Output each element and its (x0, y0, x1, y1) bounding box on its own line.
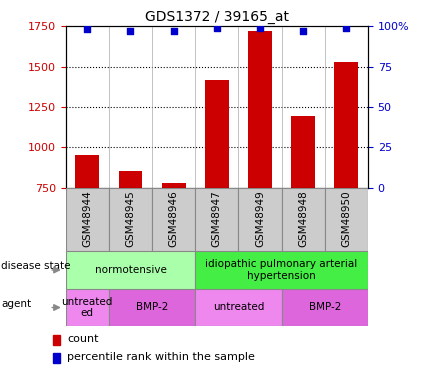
Text: GSM48949: GSM48949 (255, 190, 265, 248)
Text: GSM48945: GSM48945 (125, 190, 135, 248)
Text: BMP-2: BMP-2 (308, 303, 341, 312)
Point (127, 28, 134, 34)
Bar (195, 188, 238, 251)
Bar (325, 188, 368, 251)
Point (84, 27, 91, 33)
Point (343, 25, 350, 31)
Text: count: count (67, 334, 99, 344)
Text: untreated
ed: untreated ed (62, 297, 113, 318)
Bar (66, 188, 109, 251)
Point (257, 25, 264, 31)
Text: idiopathic pulmonary arterial
hypertension: idiopathic pulmonary arterial hypertensi… (205, 259, 358, 281)
Bar (53, 335, 60, 345)
Bar (162, 183, 186, 188)
Bar (119, 171, 142, 188)
Title: GDS1372 / 39165_at: GDS1372 / 39165_at (145, 10, 289, 24)
Bar (109, 188, 152, 251)
Text: GSM48948: GSM48948 (298, 190, 308, 248)
Text: agent: agent (1, 299, 32, 309)
Text: BMP-2: BMP-2 (136, 303, 168, 312)
Text: normotensive: normotensive (95, 265, 166, 275)
Text: GSM48944: GSM48944 (82, 190, 92, 248)
Point (300, 28, 307, 34)
Bar (205, 80, 229, 188)
Bar (248, 31, 272, 188)
Bar (291, 116, 315, 188)
Bar (195, 289, 282, 326)
Bar (282, 289, 368, 326)
Bar (109, 289, 195, 326)
Bar (66, 289, 109, 326)
Text: untreated: untreated (213, 303, 264, 312)
Bar (152, 188, 195, 251)
Bar (335, 62, 358, 188)
Bar (195, 251, 368, 289)
Text: percentile rank within the sample: percentile rank within the sample (67, 352, 255, 362)
Text: disease state: disease state (1, 261, 71, 271)
Bar (282, 188, 325, 251)
Point (170, 28, 177, 34)
Bar (66, 251, 195, 289)
Bar (238, 188, 282, 251)
Bar (75, 155, 99, 188)
Bar (53, 353, 60, 363)
Text: GSM48946: GSM48946 (169, 190, 179, 248)
Text: GSM48950: GSM48950 (341, 190, 351, 248)
Text: GSM48947: GSM48947 (212, 190, 222, 248)
Point (213, 25, 220, 31)
